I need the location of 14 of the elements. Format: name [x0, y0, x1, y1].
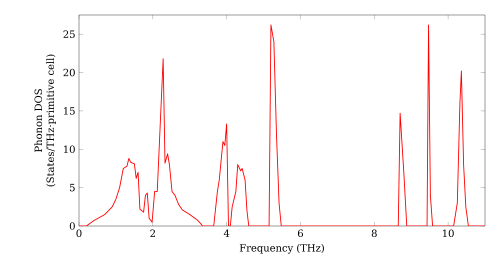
y-tick-label: 5 — [70, 184, 75, 192]
y-tick-label: 0 — [70, 222, 75, 230]
y-tick-label: 20 — [63, 68, 75, 76]
x-tick-label: 0 — [76, 230, 82, 238]
x-tick-label: 4 — [224, 230, 230, 237]
y-tick-label: 15 — [64, 107, 75, 115]
y-tick-label: 10 — [64, 145, 75, 154]
y-axis-title: Phonon DOS (States/THz·primitive cell) — [34, 54, 56, 186]
y-tick-label: 25 — [63, 30, 75, 38]
x-tick-label: 6 — [298, 230, 304, 238]
x-tick-label: 10 — [442, 230, 454, 238]
x-axis-title: Frequency (THz) — [240, 244, 324, 254]
x-tick-label: 2 — [150, 230, 156, 237]
x-tick-label: 8 — [372, 230, 377, 238]
